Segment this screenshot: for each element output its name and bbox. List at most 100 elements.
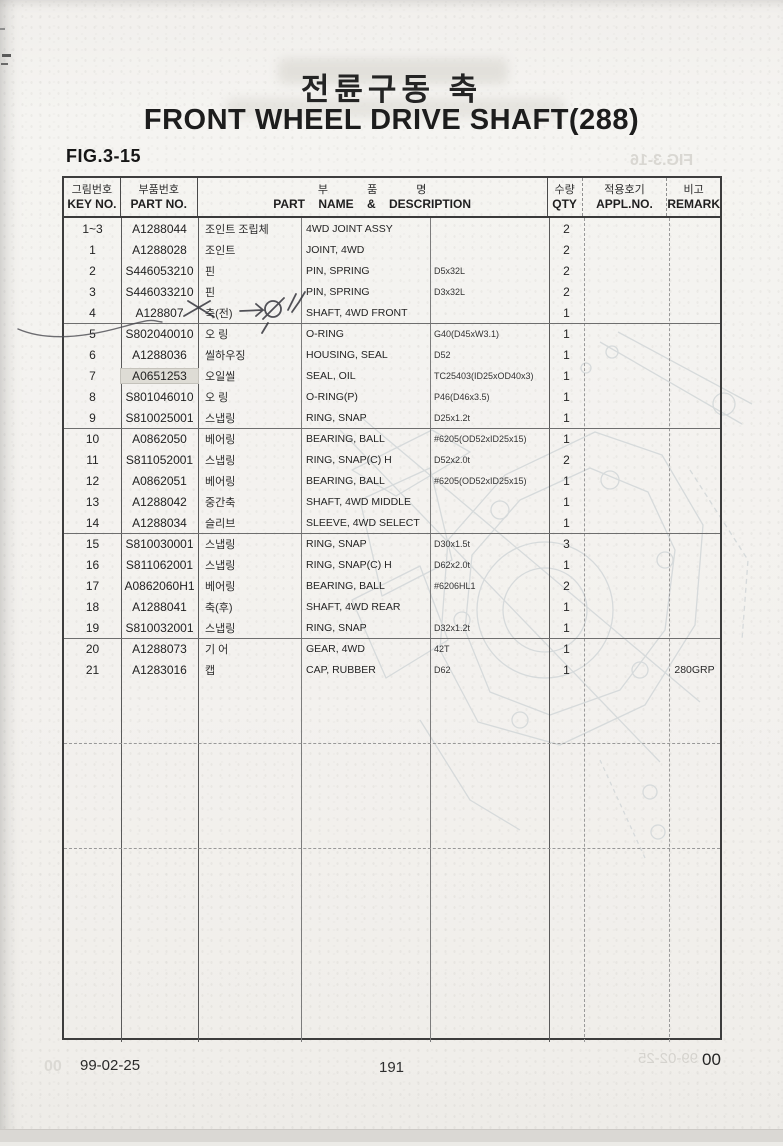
- header-key-kr: 그림번호: [71, 183, 113, 196]
- header-appl-no: 적용호기 APPL.NO.: [583, 178, 668, 216]
- name-kr-cell: 핀: [205, 286, 216, 299]
- table-row: 5 S802040010 오 링 O-RING G40(D45xW3.1) 1: [64, 323, 720, 344]
- description-cell: #6206HL1: [434, 580, 476, 591]
- header-key-en: KEY NO.: [67, 196, 117, 211]
- remark-cell: 280GRP: [674, 663, 715, 676]
- key-no-cell: 10: [85, 431, 100, 446]
- key-no-cell: 5: [89, 326, 96, 341]
- name-en-cell: RING, SNAP: [306, 411, 367, 424]
- key-no-cell: 20: [85, 641, 100, 656]
- group-separator: [64, 533, 720, 534]
- table-row: 4 A128807 축(전) SHAFT, 4WD FRONT 1: [64, 302, 720, 323]
- column-rule: [121, 218, 122, 1042]
- group-separator: [64, 638, 720, 639]
- description-cell: #6205(OD52xID25x15): [434, 433, 527, 444]
- name-kr-cell: 중간축: [205, 496, 236, 509]
- name-en-cell: BEARING, BALL: [306, 474, 385, 487]
- key-no-cell: 21: [85, 662, 100, 677]
- description-cell: D5x32L: [434, 265, 466, 276]
- name-en-cell: CAP, RUBBER: [306, 663, 376, 676]
- name-kr-cell: 베어링: [205, 580, 236, 593]
- part-no-cell: A1288073: [132, 641, 187, 656]
- description-cell: D32x1.2t: [434, 622, 471, 633]
- column-rule: [430, 218, 431, 1042]
- header-qty-kr: 수량: [554, 183, 575, 196]
- qty-cell: 3: [563, 536, 570, 551]
- name-kr-cell: 베어링: [205, 475, 236, 488]
- scan-edge-mark: [1, 63, 8, 65]
- header-remark: 비고 REMARK: [667, 178, 720, 216]
- qty-cell: 1: [563, 494, 570, 509]
- column-rule: [669, 218, 670, 1042]
- part-no-cell: A1283016: [132, 662, 187, 677]
- column-rule: [549, 218, 550, 1042]
- part-no-cell: S801046010: [125, 389, 194, 404]
- name-kr-cell: 축(후): [205, 601, 233, 614]
- column-rule: [198, 218, 199, 1042]
- part-no-cell: A1288042: [132, 494, 187, 509]
- description-cell: D52: [434, 349, 451, 360]
- table-row: 12 A0862051 베어링 BEARING, BALL #6205(OD52…: [64, 470, 720, 491]
- part-no-cell: S802040010: [125, 326, 194, 341]
- qty-cell: 2: [563, 578, 570, 593]
- header-part-en: PART NO.: [130, 196, 187, 211]
- name-en-cell: RING, SNAP: [306, 621, 367, 634]
- description-cell: D3x32L: [434, 286, 466, 297]
- table-row: 1~3 A1288044 조인트 조립체 4WD JOINT ASSY 2: [64, 218, 720, 239]
- table-row: 21 A1283016 캡 CAP, RUBBER D62 1 280GRP: [64, 659, 720, 680]
- qty-cell: 1: [563, 389, 570, 404]
- part-no-cell: S811052001: [125, 452, 194, 467]
- header-remark-kr: 비고: [683, 183, 704, 196]
- qty-cell: 1: [563, 305, 570, 320]
- group-separator: [64, 428, 720, 429]
- name-en-cell: BEARING, BALL: [306, 579, 385, 592]
- table-row: 6 A1288036 씰하우징 HOUSING, SEAL D52 1: [64, 344, 720, 365]
- header-name-en: PART NAME & DESCRIPTION: [273, 196, 472, 211]
- name-en-cell: SHAFT, 4WD REAR: [306, 600, 401, 613]
- header-appl-en: APPL.NO.: [596, 196, 653, 211]
- name-kr-cell: 씰하우징: [205, 349, 246, 362]
- name-en-cell: SHAFT, 4WD FRONT: [306, 306, 408, 319]
- qty-cell: 1: [563, 662, 570, 677]
- group-separator: [64, 323, 720, 324]
- group-separator: [64, 848, 720, 849]
- part-no-cell: A0651253: [121, 368, 198, 383]
- key-no-cell: 1: [89, 242, 96, 257]
- key-no-cell: 13: [85, 494, 100, 509]
- qty-cell: 1: [563, 641, 570, 656]
- qty-cell: 1: [563, 515, 570, 530]
- name-kr-cell: 핀: [205, 265, 216, 278]
- parts-table: 그림번호 KEY NO. 부품번호 PART NO. 부 품 명 PART NA…: [62, 176, 722, 1042]
- table-row: 2 S446053210 핀 PIN, SPRING D5x32L 2: [64, 260, 720, 281]
- name-en-cell: PIN, SPRING: [306, 285, 370, 298]
- table-row: 20 A1288073 기 어 GEAR, 4WD 42T 1: [64, 638, 720, 659]
- qty-cell: 2: [563, 284, 570, 299]
- qty-cell: 2: [563, 221, 570, 236]
- footer-date: 99-02-25: [80, 1057, 141, 1074]
- column-rule: [584, 218, 585, 1042]
- scan-edge-mark: [0, 28, 5, 30]
- qty-cell: 1: [563, 431, 570, 446]
- key-no-cell: 7: [89, 368, 96, 383]
- part-no-cell: A1288041: [132, 599, 187, 614]
- description-cell: D62x2.0t: [434, 559, 471, 570]
- footer-revision: 00: [702, 1050, 721, 1069]
- key-no-cell: 14: [85, 515, 100, 530]
- table-row: 9 S810025001 스냅링 RING, SNAP D25x1.2t 1: [64, 407, 720, 428]
- part-no-cell: A1288028: [132, 242, 187, 257]
- page-title-korean: 전륜구동 축: [300, 72, 483, 107]
- name-kr-cell: 조인트 조립체: [205, 223, 269, 236]
- name-en-cell: RING, SNAP: [306, 537, 367, 550]
- part-no-cell: S810032001: [125, 620, 194, 635]
- qty-cell: 1: [563, 326, 570, 341]
- qty-cell: 1: [563, 620, 570, 635]
- column-rule: [301, 218, 302, 1042]
- key-no-cell: 19: [85, 620, 100, 635]
- description-cell: D30x1.5t: [434, 538, 471, 549]
- key-no-cell: 1~3: [82, 221, 103, 236]
- table-row: 16 S811062001 스냅링 RING, SNAP(C) H D62x2.…: [64, 554, 720, 575]
- description-cell: 42T: [434, 643, 450, 654]
- key-no-cell: 2: [89, 263, 96, 278]
- part-no-cell: S810025001: [125, 410, 194, 425]
